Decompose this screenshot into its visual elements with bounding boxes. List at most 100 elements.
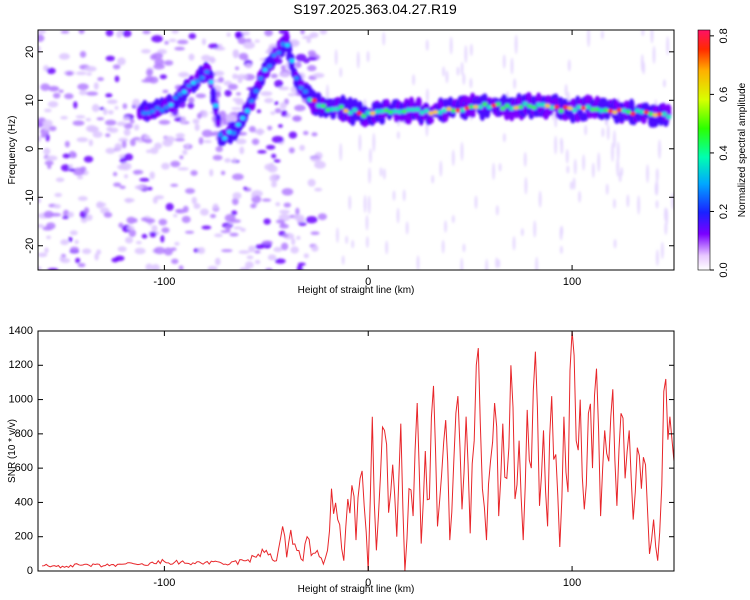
spectrogram-noise-streak (385, 240, 389, 255)
spectrogram-noise-blob (236, 74, 249, 80)
spectrogram-noise-blob (105, 93, 113, 98)
spectrogram-noise-streak (425, 39, 429, 51)
spectrogram-band-cell (613, 114, 620, 124)
spectrogram-noise-blob (239, 146, 245, 155)
spectrogram-noise-blob (231, 210, 238, 216)
spectrogram-peak-cell (397, 109, 403, 114)
spectrogram-noise-blob (306, 38, 312, 44)
spectrogram-noise-blob (287, 93, 296, 97)
spectrogram-noise-blob (76, 175, 84, 180)
spectrogram-noise-streak (444, 220, 448, 233)
spectrogram-noise-blob (265, 50, 271, 54)
snr-x-axis-title: Height of straight line (km) (298, 584, 415, 595)
spectrogram-peak-cell (603, 108, 609, 113)
spectrogram-peak-cell (190, 80, 196, 85)
spectrogram-noise-blob (141, 217, 148, 222)
spectrogram-noise-streak (655, 179, 659, 196)
snr-y-tick-label: 1000 (9, 393, 33, 405)
spectrogram-noise-streak (439, 160, 443, 177)
spectrogram-noise-blob (140, 49, 151, 54)
spectrogram-peak-cell (262, 67, 268, 72)
spectrogram-noise-blob (260, 91, 273, 97)
spectrogram-noise-blob (207, 265, 218, 270)
spectrogram-noise-blob (114, 143, 123, 151)
spectrogram-noise-blob (135, 241, 142, 245)
spectrogram-noise-blob (42, 119, 53, 128)
spectrogram-noise-blob (232, 49, 240, 58)
spectrogram-noise-blob (265, 267, 273, 270)
spectrogram-noise-blob (280, 72, 290, 78)
spectrogram-noise-blob (146, 149, 151, 154)
spectrogram-noise-streak (520, 228, 524, 237)
spectrogram-noise-blob (296, 217, 306, 223)
spectrogram-noise-blob (295, 207, 300, 216)
snr-y-tick-label: 1200 (9, 359, 33, 371)
spectrogram-band-cell (623, 100, 630, 109)
spectrogram-peak-cell (352, 107, 358, 112)
spectrogram-noise-blob (274, 108, 282, 114)
spectrogram-noise-blob (234, 66, 240, 71)
spectrogram-peak-cell (612, 110, 618, 115)
spectrogram-noise-blob (114, 75, 120, 83)
spectrogram-noise-blob (88, 139, 93, 147)
spectrogram-noise-blob (126, 216, 136, 224)
spectrogram-noise-blob (240, 227, 246, 232)
spectrogram-noise-blob (278, 86, 290, 91)
spectrogram-noise-streak (365, 236, 369, 249)
spectrogram-noise-blob (162, 139, 173, 147)
spectrogram-noise-blob (129, 119, 135, 124)
spectrogram-noise-blob (38, 197, 42, 204)
spectrogram-noise-blob (185, 188, 196, 194)
spectrogram-noise-blob (158, 119, 171, 125)
spectrogram-noise-blob (64, 140, 70, 148)
spectrogram-peak-cell (630, 111, 636, 116)
spectrogram-noise-blob (181, 215, 191, 224)
snr-x-tick-label: 100 (563, 577, 581, 589)
spectrogram-x-tick-label: 100 (563, 276, 581, 288)
spectrogram-noise-blob (73, 101, 78, 109)
spectrogram-noise-blob (229, 232, 239, 237)
spectrogram-noise-blob (125, 236, 134, 244)
spectrogram-noise-blob (179, 155, 184, 160)
spectrogram-peak-cell (598, 108, 605, 113)
spectrogram-noise-streak (569, 181, 573, 190)
spectrogram-noise-blob (43, 210, 54, 219)
spectrogram-noise-streak (523, 151, 527, 167)
spectrogram-noise-blob (62, 209, 70, 218)
spectrogram-noise-blob (124, 153, 134, 161)
spectrogram-noise-blob (146, 186, 153, 191)
spectrogram-noise-blob (133, 124, 140, 131)
spectrogram-noise-blob (64, 93, 74, 100)
spectrogram-peak-cell (571, 107, 578, 112)
spectrogram-noise-streak (600, 30, 604, 40)
spectrogram-noise-blob (116, 30, 123, 38)
spectrogram-peak-cell (607, 108, 614, 113)
spectrogram-noise-blob (267, 254, 277, 261)
spectrogram-noise-blob (87, 126, 100, 133)
spectrogram-noise-streak (512, 236, 516, 251)
spectrogram-noise-streak (565, 148, 569, 164)
spectrogram-noise-blob (221, 249, 233, 253)
spectrogram-noise-blob (310, 231, 320, 235)
spectrogram-noise-blob (38, 266, 42, 270)
spectrogram-noise-blob (317, 213, 327, 221)
spectrogram-peak-cell (414, 107, 421, 112)
spectrogram-peak-cell (643, 110, 649, 115)
spectrogram-noise-blob (182, 205, 189, 213)
spectrogram-noise-blob (198, 137, 204, 145)
spectrogram-noise-streak (524, 177, 528, 195)
spectrogram-noise-blob (149, 171, 155, 180)
spectrogram-x-axis-title: Height of straight line (km) (298, 285, 415, 296)
spectrogram-noise-blob (68, 150, 76, 159)
spectrogram-noise-blob (152, 52, 164, 60)
spectrogram-noise-blob (263, 218, 271, 225)
spectrogram-noise-blob (215, 145, 223, 153)
spectrogram-noise-blob (279, 223, 289, 229)
spectrogram-band-cell (210, 87, 217, 100)
spectrogram-peak-cell (495, 102, 501, 107)
spectrogram-noise-blob (103, 212, 113, 218)
spectrogram-band-cell (569, 113, 576, 124)
spectrogram-noise-blob (295, 53, 307, 62)
spectrogram-noise-blob (224, 158, 232, 163)
spectrogram-peak-cell (347, 110, 353, 115)
